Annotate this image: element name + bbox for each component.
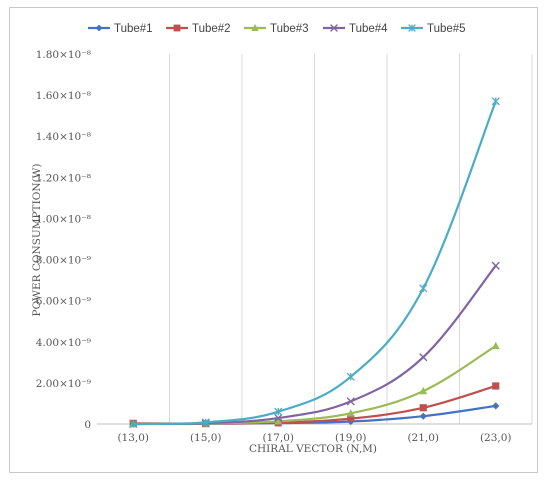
y-tick-label: 8.00×10⁻⁹ — [36, 255, 91, 267]
data-point — [492, 402, 500, 410]
x-tick-label: (23,0) — [480, 432, 512, 444]
data-point — [347, 415, 355, 423]
x-tick-label: (21,0) — [407, 432, 439, 444]
data-point — [419, 412, 427, 420]
data-point — [251, 24, 259, 31]
gridlines — [169, 54, 533, 424]
data-point — [492, 382, 500, 390]
y-tick-label: 1.00×10⁻⁸ — [36, 213, 91, 225]
x-tick-label: (19,0) — [335, 432, 367, 444]
data-point — [491, 97, 500, 106]
legend-label: Tube#3 — [270, 23, 309, 35]
legend: Tube#1 Tube#2 Tube#3 Tube#4 Tube#5 — [88, 23, 466, 35]
legend-label: Tube#2 — [192, 23, 231, 35]
data-point — [95, 24, 103, 32]
y-tick-label: 1.40×10⁻⁸ — [36, 131, 91, 143]
data-point — [346, 372, 355, 381]
y-tick-label: 0 — [84, 419, 91, 431]
data-point — [330, 24, 338, 32]
y-axis-ticks: 0 2.00×10⁻⁹ 4.00×10⁻⁹ 6.00×10⁻⁹ 8.00×10⁻⁹ 1.0… — [36, 49, 91, 431]
y-tick-label: 1.80×10⁻⁸ — [36, 49, 91, 61]
data-point — [419, 404, 427, 412]
y-tick-label: 1.20×10⁻⁸ — [36, 172, 91, 184]
legend-label: Tube#5 — [427, 23, 466, 35]
series-layer — [129, 97, 500, 429]
legend-item: Tube#4 — [323, 23, 388, 35]
y-tick-label: 1.60×10⁻⁸ — [36, 90, 91, 102]
legend-item: Tube#3 — [244, 23, 309, 35]
data-point — [408, 24, 416, 32]
y-axis-title: POWER CONSUMPTION(W) — [31, 164, 43, 317]
legend-label: Tube#4 — [349, 23, 388, 35]
data-point — [129, 419, 138, 429]
data-point — [419, 284, 428, 293]
y-tick-label: 4.00×10⁻⁹ — [36, 337, 91, 349]
data-point — [274, 407, 283, 416]
y-tick-label: 6.00×10⁻⁹ — [36, 296, 91, 308]
data-point — [491, 341, 500, 350]
data-point — [274, 413, 283, 423]
data-point — [346, 409, 355, 417]
y-tick-label: 2.00×10⁻⁹ — [36, 378, 91, 390]
x-tick-label: (15,0) — [190, 432, 222, 444]
data-point — [274, 417, 283, 425]
data-point — [419, 386, 428, 395]
data-point — [201, 418, 210, 427]
data-point — [173, 24, 181, 32]
legend-label: Tube#1 — [114, 23, 153, 35]
legend-item: Tube#2 — [166, 23, 231, 35]
x-axis-title: CHIRAL VECTOR (N,M) — [249, 443, 377, 455]
data-point — [491, 261, 500, 270]
x-tick-label: (13,0) — [117, 432, 149, 444]
legend-item: Tube#1 — [88, 23, 153, 35]
data-point — [419, 353, 428, 362]
x-axis-ticks: (13,0) (15,0) (17,0) (19,0) (21,0) (23,0) — [117, 432, 511, 444]
data-point — [346, 397, 355, 406]
legend-item: Tube#5 — [401, 23, 466, 35]
chart-frame — [9, 7, 538, 473]
x-tick-label: (17,0) — [262, 432, 294, 444]
series-5 — [129, 97, 500, 429]
